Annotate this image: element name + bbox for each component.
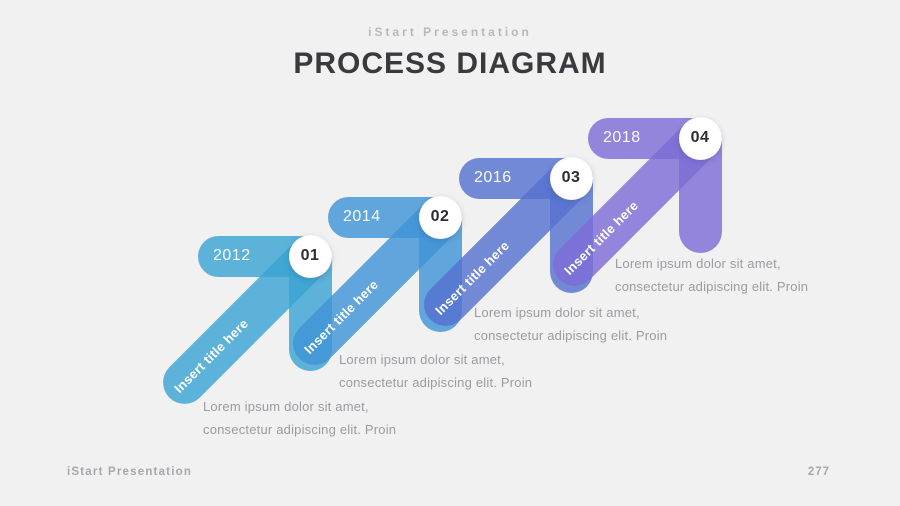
step-year: 2018 bbox=[603, 129, 641, 146]
step-description: Lorem ipsum dolor sit amet, consectetur … bbox=[203, 395, 396, 441]
step-description: Lorem ipsum dolor sit amet, consectetur … bbox=[615, 252, 808, 298]
step-number-badge: 03 bbox=[549, 156, 593, 200]
step-description-line2: consectetur adipiscing elit. Proin bbox=[474, 328, 668, 343]
step-number: 03 bbox=[561, 169, 581, 186]
step-description-line1: Lorem ipsum dolor sit amet, bbox=[474, 305, 640, 320]
step-number-badge: 01 bbox=[288, 234, 332, 278]
brand-header: iStart Presentation bbox=[368, 25, 532, 39]
page-number: 277 bbox=[807, 466, 830, 478]
step-description: Lorem ipsum dolor sit amet, consectetur … bbox=[339, 348, 532, 394]
step-description-line2: consectetur adipiscing elit. Proin bbox=[339, 375, 533, 390]
step-number: 02 bbox=[430, 208, 450, 225]
step-number: 01 bbox=[300, 247, 320, 264]
page-title: PROCESS DIAGRAM bbox=[293, 47, 607, 80]
footer-brand: iStart Presentation bbox=[67, 466, 193, 478]
step-number: 04 bbox=[690, 129, 710, 146]
step-description-line2: consectetur adipiscing elit. Proin bbox=[615, 279, 809, 294]
step-year: 2012 bbox=[213, 247, 251, 264]
step-description-line1: Lorem ipsum dolor sit amet, bbox=[339, 352, 505, 367]
step-description: Lorem ipsum dolor sit amet, consectetur … bbox=[474, 301, 667, 347]
step-year: 2014 bbox=[343, 208, 381, 225]
step-description-line2: consectetur adipiscing elit. Proin bbox=[203, 422, 397, 437]
step-number-badge: 04 bbox=[678, 116, 722, 160]
step-description-line1: Lorem ipsum dolor sit amet, bbox=[615, 256, 781, 271]
step-number-badge: 02 bbox=[418, 195, 462, 239]
step-year: 2016 bbox=[474, 169, 512, 186]
step-description-line1: Lorem ipsum dolor sit amet, bbox=[203, 399, 369, 414]
